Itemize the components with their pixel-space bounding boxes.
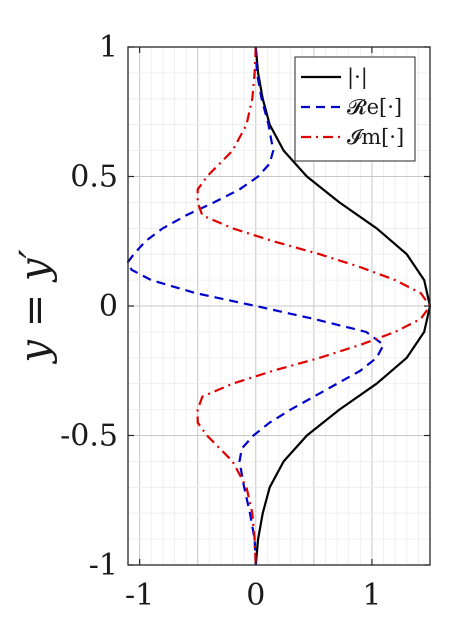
x-tick-label: 0: [246, 578, 265, 613]
legend-label-2: 𝓡e[·]: [347, 95, 402, 119]
y-axis-label: y = y′: [12, 249, 58, 364]
legend-box: [294, 56, 416, 162]
axis-tick-labels: -1 0 1 -1 -0.5 0 0.5 1: [60, 30, 381, 613]
y-tick-label: -0.5: [60, 419, 118, 454]
series-line-2: [126, 46, 385, 566]
y-tick-label: 0: [99, 289, 118, 324]
x-tick-label: -1: [125, 578, 154, 613]
y-tick-label: 1: [99, 30, 118, 65]
legend-label-1: |·|: [347, 65, 368, 90]
grid: [127, 46, 431, 566]
y-tick-label: 0.5: [70, 160, 118, 195]
legend: |·| 𝓡e[·] 𝓘m[·]: [294, 56, 416, 162]
x-tick-label: 1: [362, 578, 381, 613]
legend-entries: |·| 𝓡e[·] 𝓘m[·]: [301, 65, 404, 149]
y-tick-label: -1: [89, 548, 118, 583]
axis-ticks: [128, 46, 430, 566]
legend-label-3: 𝓘m[·]: [347, 125, 404, 149]
